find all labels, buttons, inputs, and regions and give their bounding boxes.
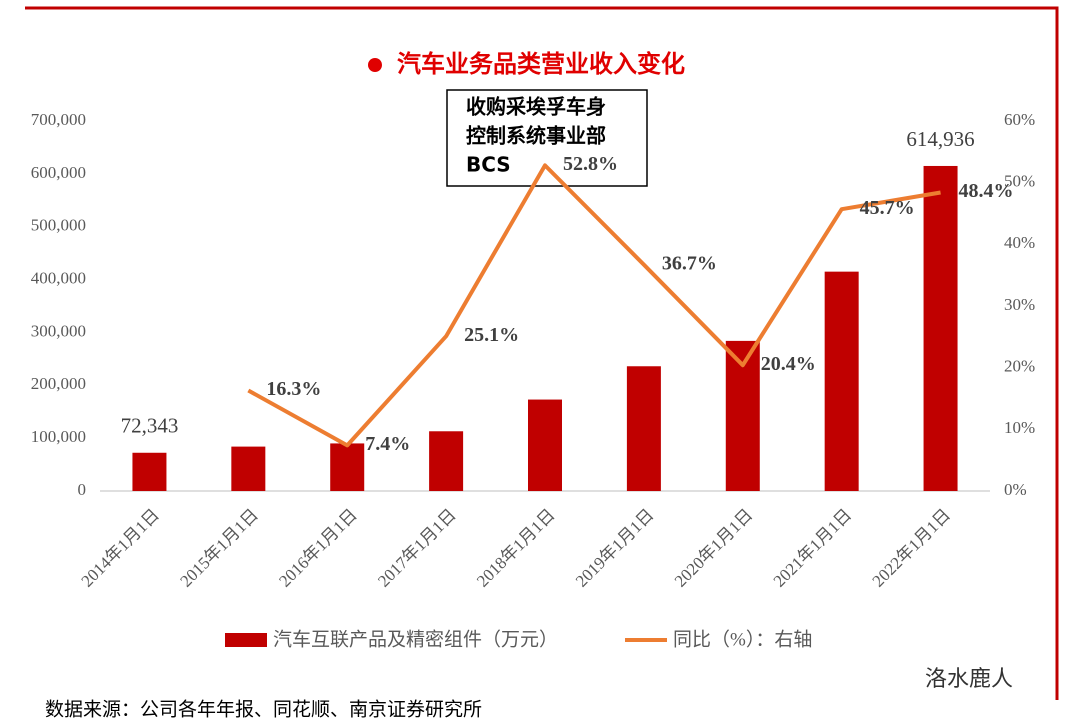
- bar: [923, 165, 958, 491]
- data-label: 45.7%: [860, 197, 915, 219]
- bar: [132, 452, 167, 491]
- bar: [528, 399, 562, 491]
- y-tick-label: 500,000: [31, 216, 86, 235]
- bar: [626, 366, 661, 491]
- y2-tick-label: 0%: [1004, 480, 1027, 499]
- y-tick-label: 400,000: [31, 268, 86, 287]
- title-bullet: [368, 58, 382, 72]
- x-tick-label: 2022年1月1日: [869, 505, 955, 591]
- y-tick-label: 300,000: [31, 321, 86, 340]
- annotation: 收购采埃孚车身: [466, 95, 606, 119]
- legend-swatch: [225, 633, 267, 647]
- x-tick-label: 2019年1月1日: [572, 505, 658, 591]
- y-tick-label: 600,000: [31, 163, 86, 182]
- data-label: 36.7%: [662, 252, 717, 274]
- chart-title: 汽车业务品类营业收入变化: [397, 50, 685, 78]
- x-tick-label: 2021年1月1日: [770, 505, 856, 591]
- x-tick-label: 2020年1月1日: [671, 505, 757, 591]
- bar: [231, 446, 266, 491]
- data-label: 20.4%: [761, 353, 816, 375]
- bar: [824, 271, 859, 491]
- frame: [25, 6, 1059, 700]
- annotation: BCS: [466, 153, 511, 177]
- annotation-box: [446, 89, 648, 187]
- legend-label: 汽车互联产品及精密组件（万元）: [273, 628, 558, 650]
- y-tick-label: 700,000: [31, 110, 86, 129]
- y2-tick-label: 20%: [1004, 357, 1035, 376]
- y-tick-label: 200,000: [31, 374, 86, 393]
- y-tick-label: 0: [78, 480, 87, 499]
- x-tick-label: 2016年1月1日: [275, 505, 361, 591]
- legend-label: 同比（%）：右轴: [673, 628, 812, 650]
- x-tick-label: 2014年1月1日: [77, 505, 163, 591]
- source: 数据来源：公司各年年报、同花顺、南京证券研究所: [45, 699, 482, 721]
- bar: [429, 431, 464, 491]
- data-label: 52.8%: [563, 153, 618, 175]
- annotation: 控制系统事业部: [466, 124, 606, 148]
- bar: [330, 443, 365, 491]
- y2-tick-label: 10%: [1004, 418, 1035, 437]
- x-tick-label: 2015年1月1日: [176, 505, 262, 591]
- data-label: 16.3%: [266, 378, 321, 400]
- data-label: 7.4%: [365, 433, 410, 455]
- data-label: 614,936: [906, 127, 974, 151]
- x-tick-label: 2018年1月1日: [473, 505, 559, 591]
- y-tick-label: 100,000: [31, 427, 86, 446]
- watermark: 洛水鹿人: [925, 667, 1013, 692]
- y2-tick-label: 30%: [1004, 295, 1035, 314]
- line: [247, 163, 941, 448]
- data-label: 48.4%: [959, 180, 1014, 202]
- y2-tick-label: 40%: [1004, 233, 1035, 252]
- y2-tick-label: 50%: [1004, 172, 1035, 191]
- y2-tick-label: 60%: [1004, 110, 1035, 129]
- data-label: 72,343: [121, 414, 179, 438]
- data-label: 25.1%: [464, 324, 519, 346]
- x-tick-label: 2017年1月1日: [374, 505, 460, 591]
